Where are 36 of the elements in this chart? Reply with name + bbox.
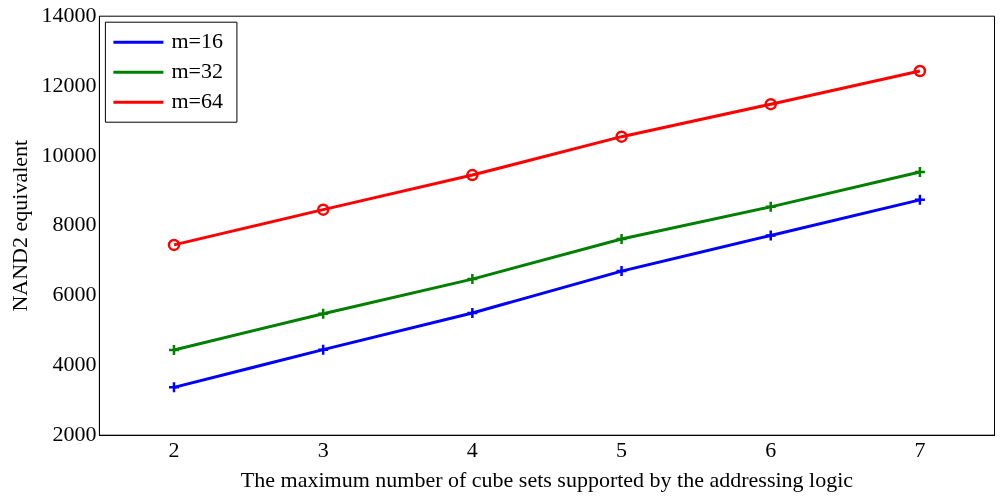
point xyxy=(167,343,181,357)
y-axis-title: NAND2 equivalent xyxy=(6,139,32,312)
point xyxy=(615,130,628,143)
y-tick-label: 14000 xyxy=(41,1,97,27)
point xyxy=(615,232,628,246)
x-tick-label: 3 xyxy=(317,437,329,463)
y-tick-label: 4000 xyxy=(52,351,97,377)
y-tick-label: 2000 xyxy=(52,420,97,446)
point xyxy=(466,272,479,286)
legend-label: m=64 xyxy=(171,87,223,113)
point xyxy=(316,307,330,320)
y-tick-label: 10000 xyxy=(41,141,97,167)
point xyxy=(167,238,181,252)
point xyxy=(316,343,330,356)
x-tick-label: 5 xyxy=(616,437,628,463)
y-tick-label: 12000 xyxy=(41,71,97,97)
point xyxy=(316,203,330,216)
legend-label: m=32 xyxy=(171,57,223,83)
legend-label: m=16 xyxy=(171,27,223,53)
y-tick-label: 8000 xyxy=(52,211,97,237)
point xyxy=(615,264,628,278)
point xyxy=(764,97,777,111)
y-tick-label: 6000 xyxy=(52,281,97,307)
x-axis-title: The maximum number of cube sets supported by the addressing logic xyxy=(240,466,854,492)
x-tick-label: 7 xyxy=(914,437,926,463)
point xyxy=(764,200,777,214)
point xyxy=(913,165,927,179)
point xyxy=(466,306,479,320)
x-tick-label: 4 xyxy=(466,437,478,463)
x-tick-label: 6 xyxy=(765,437,777,463)
point xyxy=(764,229,777,242)
point xyxy=(167,381,181,394)
point xyxy=(913,64,927,78)
point xyxy=(913,193,927,207)
point xyxy=(466,168,479,182)
x-tick-label: 2 xyxy=(168,437,180,463)
